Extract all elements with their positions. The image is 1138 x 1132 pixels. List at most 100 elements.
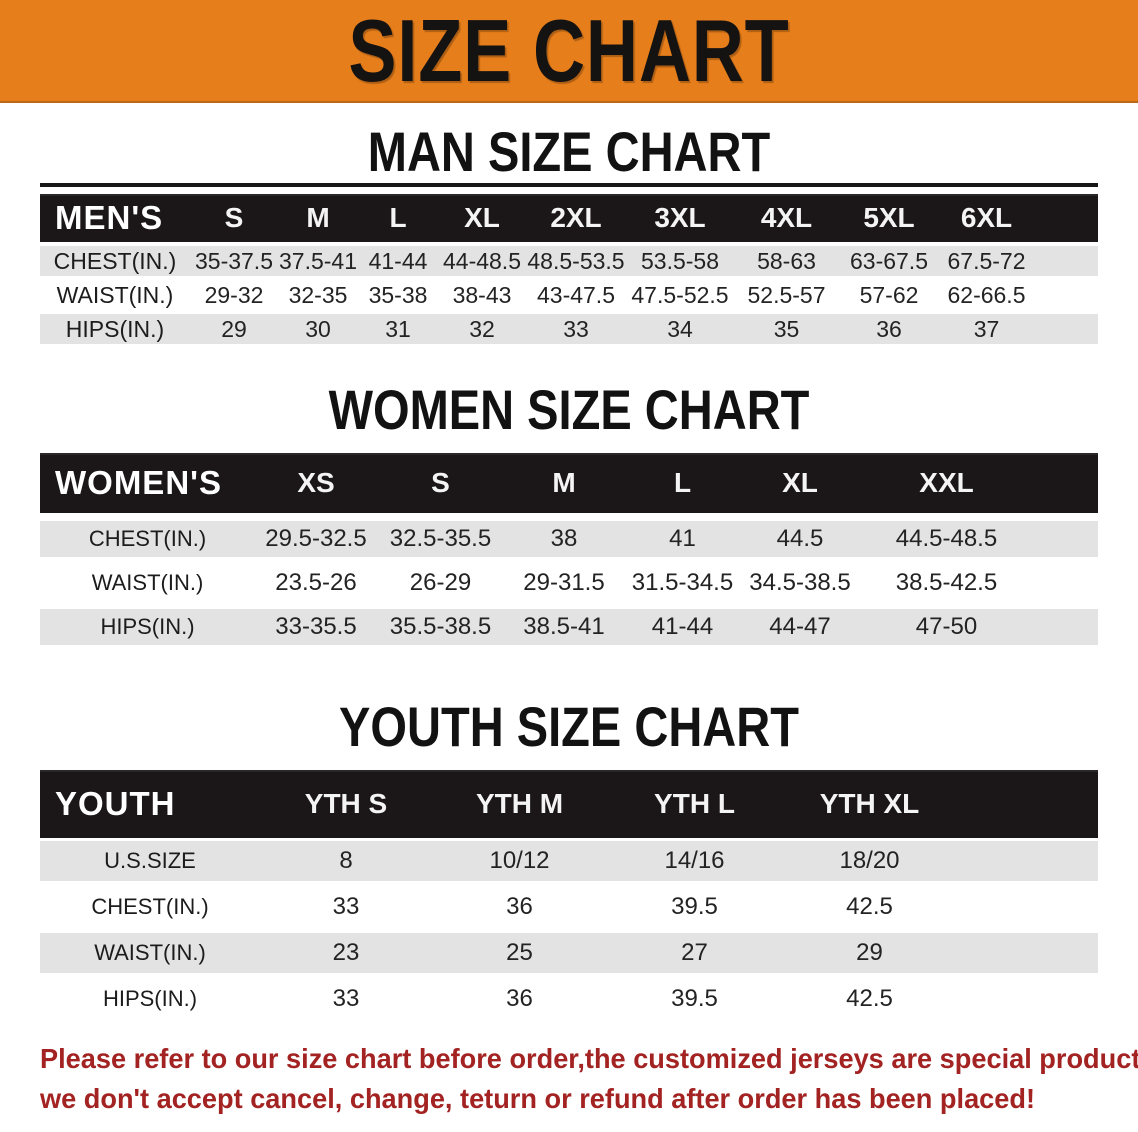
size-chart-banner: SIZE CHART bbox=[0, 0, 1138, 103]
row-label: HIPS(IN.) bbox=[102, 986, 198, 1011]
men-table-header-row: MEN'S S M L XL 2XL 3XL 4XL 5XL 6XL bbox=[40, 194, 1098, 242]
women-size-section: WOMEN SIZE CHART WOMEN'S XS S M L XL XXL CHEST… bbox=[40, 378, 1098, 645]
size-header-cell: YTH XL bbox=[819, 788, 920, 819]
table-row: HIPS(IN.) 33 36 39.5 42.5 bbox=[40, 979, 1098, 1019]
value-cell: 14/16 bbox=[664, 847, 725, 874]
disclaimer-line-1: Please refer to our size chart before or… bbox=[40, 1043, 1138, 1074]
men-size-table: MEN'S S M L XL 2XL 3XL 4XL 5XL 6XL CHEST(IN.) 35-3… bbox=[40, 194, 1098, 344]
value-cell: 38.5-42.5 bbox=[895, 569, 998, 596]
value-cell: 44-48.5 bbox=[442, 247, 521, 274]
value-cell: 33 bbox=[563, 315, 589, 342]
men-size-section: MAN SIZE CHART MEN'S S M L XL 2XL 3XL 4XL 5XL 6XL… bbox=[40, 119, 1098, 344]
value-cell: 23 bbox=[332, 939, 360, 966]
youth-table-body: U.S.SIZE 8 10/12 14/16 18/20 CHEST(IN.) 33 36 39… bbox=[40, 841, 1098, 1019]
value-cell: 38 bbox=[550, 525, 578, 552]
row-label: U.S.SIZE bbox=[104, 848, 196, 873]
table-row: CHEST(IN.) 29.5-32.5 32.5-35.5 38 41 44.5 44.5… bbox=[40, 521, 1098, 557]
size-header-cell: XXL bbox=[919, 467, 974, 498]
value-cell: 44.5 bbox=[776, 525, 824, 552]
youth-table-header-row: YOUTH YTH S YTH M YTH L YTH XL bbox=[40, 770, 1098, 838]
value-cell: 44-47 bbox=[769, 613, 831, 640]
value-cell: 27 bbox=[681, 939, 708, 966]
value-cell: 30 bbox=[305, 315, 331, 342]
value-cell: 31.5-34.5 bbox=[631, 569, 734, 596]
men-table-body: CHEST(IN.) 35-37.5 37.5-41 41-44 44-48.5 48.5… bbox=[40, 246, 1098, 344]
size-header-cell: XL bbox=[782, 467, 818, 498]
men-section-heading: MAN SIZE CHART bbox=[367, 119, 771, 183]
value-cell: 18/20 bbox=[839, 847, 900, 874]
value-cell: 36 bbox=[506, 985, 533, 1012]
size-header-cell: L bbox=[673, 467, 692, 498]
value-cell: 47.5-52.5 bbox=[631, 281, 729, 308]
size-header-cell: L bbox=[389, 202, 407, 233]
size-header-cell: S bbox=[224, 202, 244, 233]
row-label: HIPS(IN.) bbox=[65, 315, 165, 342]
value-cell: 42.5 bbox=[846, 985, 893, 1012]
women-size-table: WOMEN'S XS S M L XL XXL CHEST(IN.) 29.5-32.5 32.… bbox=[40, 453, 1098, 645]
value-cell: 38-43 bbox=[452, 281, 512, 308]
table-row: HIPS(IN.) 29 30 31 32 33 34 35 36 37 bbox=[40, 314, 1098, 344]
size-header-cell: 4XL bbox=[760, 202, 813, 233]
value-cell: 29-32 bbox=[204, 281, 264, 308]
value-cell: 36 bbox=[506, 893, 533, 920]
table-row: WAIST(IN.) 23.5-26 26-29 29-31.5 31.5-34.5 34… bbox=[40, 565, 1098, 601]
value-cell: 35 bbox=[773, 315, 800, 342]
value-cell: 44.5-48.5 bbox=[895, 525, 998, 552]
value-cell: 48.5-53.5 bbox=[527, 247, 625, 274]
row-label: HIPS(IN.) bbox=[100, 614, 195, 639]
size-header-cell: YTH M bbox=[475, 788, 564, 819]
value-cell: 29 bbox=[221, 315, 247, 342]
row-label: WAIST(IN.) bbox=[91, 570, 204, 595]
size-header-cell: 5XL bbox=[863, 202, 915, 233]
size-header-cell: M bbox=[552, 467, 576, 498]
table-corner-label: MEN'S bbox=[55, 199, 164, 236]
value-cell: 10/12 bbox=[489, 847, 550, 874]
banner-title: SIZE CHART bbox=[348, 0, 790, 100]
table-row: HIPS(IN.) 33-35.5 35.5-38.5 38.5-41 41-44 44-… bbox=[40, 609, 1098, 645]
value-cell: 34.5-38.5 bbox=[749, 569, 851, 596]
size-header-cell: 2XL bbox=[550, 202, 602, 233]
row-label: CHEST(IN.) bbox=[91, 894, 209, 919]
value-cell: 38.5-41 bbox=[523, 613, 605, 640]
value-cell: 35.5-38.5 bbox=[389, 613, 492, 640]
table-row: U.S.SIZE 8 10/12 14/16 18/20 bbox=[40, 841, 1098, 881]
value-cell: 57-62 bbox=[859, 281, 919, 308]
value-cell: 52.5-57 bbox=[747, 281, 826, 308]
value-cell: 47-50 bbox=[915, 613, 978, 640]
value-cell: 29 bbox=[856, 939, 883, 966]
value-cell: 29.5-32.5 bbox=[265, 525, 367, 552]
men-table-top-rule bbox=[40, 183, 1098, 187]
value-cell: 41-44 bbox=[651, 613, 714, 640]
value-cell: 43-47.5 bbox=[536, 281, 615, 308]
size-header-cell: 3XL bbox=[654, 202, 706, 233]
table-row: CHEST(IN.) 33 36 39.5 42.5 bbox=[40, 887, 1098, 927]
value-cell: 8 bbox=[339, 847, 353, 874]
value-cell: 58-63 bbox=[757, 247, 816, 274]
youth-section-heading: YOUTH SIZE CHART bbox=[339, 694, 799, 758]
size-header-cell: M bbox=[306, 202, 330, 233]
size-header-cell: 6XL bbox=[960, 202, 1013, 233]
women-table-header-row: WOMEN'S XS S M L XL XXL bbox=[40, 453, 1098, 513]
value-cell: 33-35.5 bbox=[275, 613, 357, 640]
youth-size-table: YOUTH YTH S YTH M YTH L YTH XL U.S.SIZE 8 10/1… bbox=[40, 770, 1098, 1019]
value-cell: 32.5-35.5 bbox=[389, 525, 492, 552]
value-cell: 31 bbox=[385, 315, 411, 342]
value-cell: 33 bbox=[332, 893, 360, 920]
row-label: CHEST(IN.) bbox=[53, 247, 177, 274]
table-row: WAIST(IN.) 29-32 32-35 35-38 38-43 43-47.5 47.… bbox=[40, 280, 1098, 310]
value-cell: 41-44 bbox=[368, 247, 428, 274]
value-cell: 41 bbox=[669, 525, 696, 552]
disclaimer-line-2: we don't accept cancel, change, teturn o… bbox=[40, 1083, 1036, 1114]
order-disclaimer: Please refer to our size chart before or… bbox=[40, 1039, 1138, 1119]
value-cell: 35-38 bbox=[368, 281, 428, 308]
value-cell: 53.5-58 bbox=[640, 247, 719, 274]
value-cell: 67.5-72 bbox=[947, 247, 1026, 274]
size-header-cell: XS bbox=[297, 467, 335, 498]
value-cell: 42.5 bbox=[846, 893, 893, 920]
value-cell: 36 bbox=[876, 315, 902, 342]
size-header-cell: XL bbox=[464, 202, 500, 233]
women-table-body: CHEST(IN.) 29.5-32.5 32.5-35.5 38 41 44.5 44.5… bbox=[40, 521, 1098, 645]
value-cell: 35-37.5 bbox=[194, 247, 273, 274]
table-corner-label: WOMEN'S bbox=[55, 464, 223, 501]
